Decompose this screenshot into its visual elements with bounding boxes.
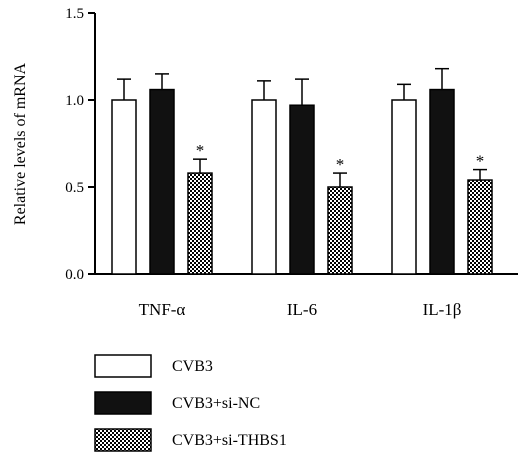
legend-label: CVB3 bbox=[172, 358, 213, 375]
legend-swatch bbox=[94, 354, 152, 378]
bar bbox=[111, 99, 137, 275]
x-tick-label: IL-1β bbox=[423, 300, 462, 319]
y-tick-label: 0.0 bbox=[65, 267, 84, 283]
y-tick-label: 1.0 bbox=[65, 93, 84, 109]
bars: * * * bbox=[111, 67, 493, 275]
significance-marker: * bbox=[476, 152, 485, 171]
bar bbox=[289, 104, 315, 275]
legend-label: CVB3+si-THBS1 bbox=[172, 432, 287, 449]
bar bbox=[187, 172, 213, 275]
x-tick-label: TNF-α bbox=[139, 300, 186, 319]
bar bbox=[327, 186, 353, 275]
legend-swatch bbox=[94, 391, 152, 415]
significance-marker: * bbox=[336, 155, 345, 174]
bar bbox=[251, 99, 277, 275]
x-tick-label: IL-6 bbox=[287, 300, 317, 319]
legend-label: CVB3+si-NC bbox=[172, 395, 260, 412]
bar bbox=[429, 88, 455, 275]
y-tick-label: 1.5 bbox=[65, 6, 84, 22]
legend: CVB3 CVB3+si-NC CVB3+si-THBS1 bbox=[94, 354, 287, 452]
y-axis-label: Relative levels of mRNA bbox=[12, 62, 29, 225]
bar bbox=[391, 99, 417, 275]
significance-marker: * bbox=[196, 141, 205, 160]
bar bbox=[149, 88, 175, 275]
bar bbox=[467, 179, 493, 275]
legend-swatch bbox=[94, 428, 152, 452]
y-tick-label: 0.5 bbox=[65, 180, 84, 196]
